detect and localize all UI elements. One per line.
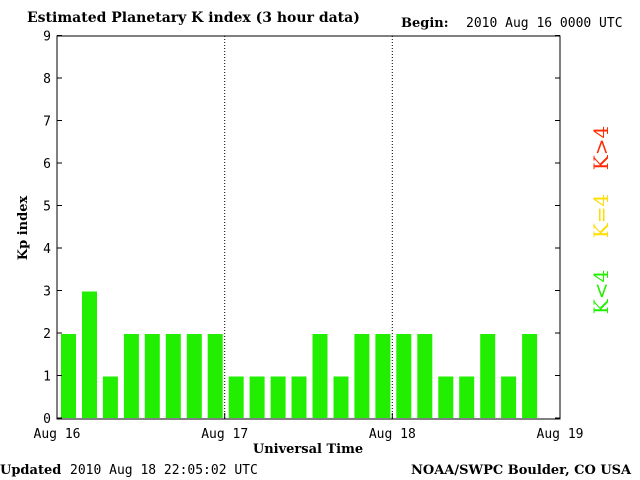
kp-bar xyxy=(102,376,118,418)
updated-label: Updated xyxy=(0,463,61,478)
legend-k-greater-4: K>4 xyxy=(589,126,613,170)
y-tick-label: 9 xyxy=(43,30,51,45)
y-axis-label: Kp index xyxy=(16,196,31,261)
y-tick-label: 4 xyxy=(43,242,51,257)
kp-bar xyxy=(291,376,307,418)
kp-bar xyxy=(82,291,97,418)
chart-title: Estimated Planetary K index (3 hour data… xyxy=(27,10,360,26)
kp-bar xyxy=(375,334,391,418)
kp-bar xyxy=(417,334,433,418)
x-axis-ticks: Aug 16 Aug 17 Aug 18 Aug 19 xyxy=(34,413,584,442)
y-tick-label: 5 xyxy=(43,200,51,215)
y-tick-label: 2 xyxy=(43,327,51,342)
y-axis-ticks: 0 1 2 3 4 5 6 7 8 9 xyxy=(43,30,560,427)
credit-text: NOAA/SWPC Boulder, CO USA xyxy=(411,463,632,478)
kp-bar xyxy=(480,334,496,418)
kp-bar xyxy=(61,334,76,418)
begin-value: 2010 Aug 16 0000 UTC xyxy=(466,16,623,31)
y-tick-label: 7 xyxy=(43,115,51,130)
x-tick-label: Aug 16 xyxy=(34,427,81,442)
kp-bar xyxy=(312,334,328,418)
legend-k-less-4: K<4 xyxy=(589,270,613,314)
kp-bar xyxy=(522,334,538,418)
legend-k-equal-4: K=4 xyxy=(589,194,613,238)
plot-frame xyxy=(56,35,561,420)
kp-bar xyxy=(228,376,244,418)
kp-bar xyxy=(459,376,475,418)
bars-group xyxy=(61,291,538,418)
kp-bar xyxy=(270,376,286,418)
kp-bar xyxy=(333,376,349,418)
kp-bar xyxy=(207,334,223,418)
day-separators xyxy=(224,36,393,419)
kp-bar xyxy=(354,334,370,418)
x-tick-label: Aug 17 xyxy=(201,427,248,442)
x-tick-label: Aug 19 xyxy=(537,427,584,442)
kp-bar xyxy=(165,334,181,418)
y-tick-label: 0 xyxy=(43,412,51,427)
kp-bar xyxy=(501,376,517,418)
begin-label: Begin: xyxy=(401,16,449,31)
y-tick-label: 8 xyxy=(43,72,51,87)
updated-value: 2010 Aug 18 22:05:02 UTC xyxy=(70,463,258,478)
kp-bar xyxy=(123,334,139,418)
kp-bar xyxy=(249,376,265,418)
kp-bar xyxy=(144,334,160,418)
y-tick-label: 6 xyxy=(43,157,51,172)
kp-bar xyxy=(396,334,412,418)
y-tick-label: 1 xyxy=(43,370,51,385)
x-tick-label: Aug 18 xyxy=(369,427,416,442)
x-axis-label: Universal Time xyxy=(253,442,363,457)
y-tick-label: 3 xyxy=(43,285,51,300)
kp-bar xyxy=(186,334,202,418)
kp-bar xyxy=(438,376,454,418)
